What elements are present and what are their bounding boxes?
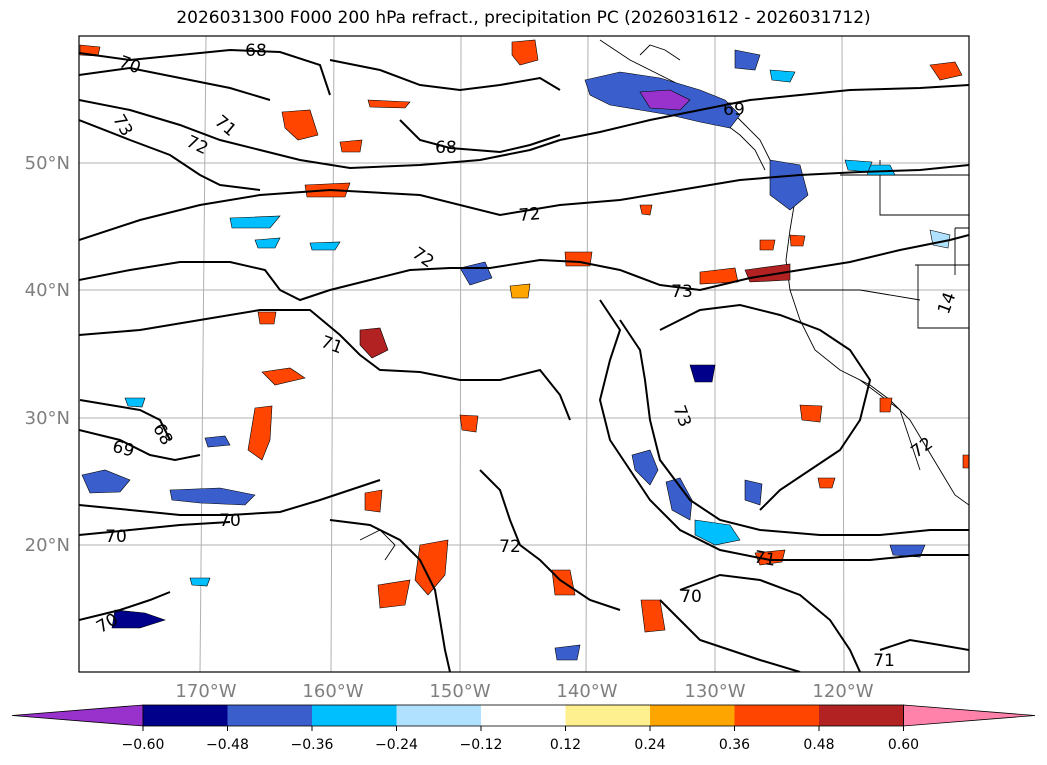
plot-frame <box>78 35 970 673</box>
colorbar: −0.60 −0.48 −0.36 −0.24 −0.12 0.12 0.24 0.36 0.4… <box>11 704 1036 753</box>
contour-label: 68 <box>435 138 457 158</box>
map-title: 2026031300 F000 200 hPa refract., precip… <box>176 8 871 28</box>
colorbar-segment <box>650 705 735 726</box>
lon-label: 170°W <box>175 681 236 702</box>
colorbar-tick-label: 0.48 <box>803 737 834 753</box>
colorbar-segment <box>734 705 819 726</box>
contour-label: 70 <box>105 527 127 547</box>
precip-negative <box>81 49 951 661</box>
colorbar-frame <box>142 704 904 727</box>
lon-label: 140°W <box>556 681 617 702</box>
colorbar-arrow-left <box>11 704 144 727</box>
contour-label: 68 <box>245 41 267 61</box>
colorbar-segment <box>565 705 650 726</box>
colorbar-tick-label: −0.12 <box>460 737 503 753</box>
contour-label: 71 <box>873 651 895 671</box>
longitude-labels: 170°W 160°W 150°W 140°W 130°W 120°W <box>175 681 873 702</box>
colorbar-tick-label: 0.24 <box>634 737 665 753</box>
colorbar-tick-label: −0.48 <box>206 737 249 753</box>
colorbar-tick-label: 0.12 <box>550 737 581 753</box>
colorbar-segment <box>312 705 397 726</box>
lat-label: 40°N <box>25 280 70 301</box>
colorbar-tick-label: −0.60 <box>122 737 165 753</box>
colorbar-segment <box>481 705 566 726</box>
colorbar-segment <box>396 705 481 726</box>
lon-label: 130°W <box>684 681 745 702</box>
refractivity-contours <box>79 48 969 672</box>
colorbar-segment <box>143 705 228 726</box>
contour-label: 70 <box>219 511 241 531</box>
lon-label: 120°W <box>812 681 873 702</box>
lon-label: 150°W <box>429 681 490 702</box>
contour-label: 71 <box>752 547 777 570</box>
contour-label: 73 <box>671 282 693 302</box>
plot-area: 68 70 73 71 72 68 69 72 72 73 14 71 68 6… <box>79 36 969 672</box>
lat-label: 20°N <box>25 535 70 556</box>
colorbar-tick-label: −0.36 <box>291 737 334 753</box>
lat-label: 30°N <box>25 408 70 429</box>
contour-label: 69 <box>723 100 745 120</box>
colorbar-tick-label: 0.60 <box>888 737 919 753</box>
colorbar-tick-label: 0.36 <box>719 737 750 753</box>
colorbar-segment <box>819 705 904 726</box>
contour-label: 72 <box>499 537 521 557</box>
contour-label: 72 <box>518 204 541 226</box>
latitude-labels: 50°N 40°N 30°N 20°N <box>25 153 70 556</box>
contour-label: 70 <box>680 587 702 607</box>
lat-label: 50°N <box>25 153 70 174</box>
lon-label: 160°W <box>302 681 363 702</box>
colorbar-segment <box>227 705 312 726</box>
colorbar-tick-label: −0.24 <box>375 737 418 753</box>
colorbar-arrow-right <box>903 704 1036 727</box>
